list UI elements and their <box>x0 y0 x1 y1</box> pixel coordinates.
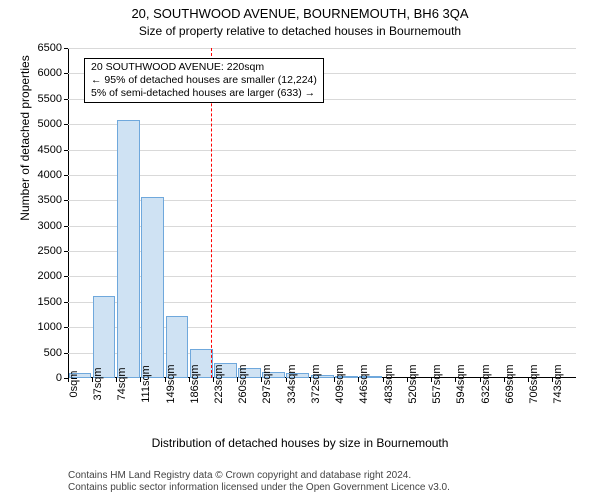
y-tick-label: 500 <box>44 347 62 359</box>
x-tick-label: 260sqm <box>237 364 249 403</box>
y-tick-label: 6000 <box>38 67 62 79</box>
x-tick-label: 37sqm <box>92 367 104 400</box>
y-gridline <box>68 48 576 49</box>
chart-title-line1: 20, SOUTHWOOD AVENUE, BOURNEMOUTH, BH6 3… <box>0 6 600 21</box>
x-tick-label: 446sqm <box>358 364 370 403</box>
x-tick-label: 557sqm <box>431 364 443 403</box>
annotation-line2: ← 95% of detached houses are smaller (12… <box>91 74 317 87</box>
x-tick-label: 743sqm <box>552 364 564 403</box>
x-tick-label: 669sqm <box>504 364 516 403</box>
x-tick-label: 409sqm <box>334 364 346 403</box>
y-tick-mark <box>64 99 68 100</box>
plot-area: 0500100015002000250030003500400045005000… <box>68 48 576 378</box>
y-axis-label: Number of detached properties <box>18 0 32 303</box>
y-tick-label: 0 <box>56 372 62 384</box>
y-tick-label: 6500 <box>38 42 62 54</box>
y-tick-mark <box>64 150 68 151</box>
x-tick-label: 111sqm <box>140 365 152 403</box>
histogram-bar <box>93 296 116 378</box>
y-tick-label: 1000 <box>38 321 62 333</box>
x-tick-label: 186sqm <box>189 364 201 403</box>
x-axis-label: Distribution of detached houses by size … <box>0 436 600 450</box>
x-tick-label: 74sqm <box>116 367 128 400</box>
x-tick-label: 520sqm <box>407 364 419 403</box>
x-tick-label: 632sqm <box>480 364 492 403</box>
y-tick-mark <box>64 200 68 201</box>
y-axis-line <box>68 48 69 378</box>
chart-title-line2: Size of property relative to detached ho… <box>0 24 600 38</box>
y-tick-mark <box>64 276 68 277</box>
y-tick-label: 3500 <box>38 194 62 206</box>
x-tick-label: 334sqm <box>286 364 298 403</box>
x-tick-label: 297sqm <box>261 364 273 403</box>
y-tick-mark <box>64 353 68 354</box>
y-tick-label: 4000 <box>38 169 62 181</box>
y-gridline <box>68 124 576 125</box>
y-tick-mark <box>64 48 68 49</box>
y-tick-label: 4500 <box>38 144 62 156</box>
y-tick-mark <box>64 327 68 328</box>
x-tick-label: 706sqm <box>528 364 540 403</box>
y-tick-mark <box>64 73 68 74</box>
annotation-line3: 5% of semi-detached houses are larger (6… <box>91 87 317 100</box>
footer-line1: Contains HM Land Registry data © Crown c… <box>68 470 450 482</box>
y-tick-mark <box>64 302 68 303</box>
y-tick-label: 5500 <box>38 93 62 105</box>
chart-container: 20, SOUTHWOOD AVENUE, BOURNEMOUTH, BH6 3… <box>0 0 600 500</box>
y-tick-mark <box>64 251 68 252</box>
y-tick-mark <box>64 124 68 125</box>
y-tick-label: 1500 <box>38 296 62 308</box>
y-gridline <box>68 150 576 151</box>
y-tick-label: 5000 <box>38 118 62 130</box>
histogram-bar <box>141 197 164 378</box>
histogram-bar <box>117 120 140 378</box>
footer-attribution: Contains HM Land Registry data © Crown c… <box>68 470 450 494</box>
y-tick-label: 2500 <box>38 245 62 257</box>
annotation-box: 20 SOUTHWOOD AVENUE: 220sqm ← 95% of det… <box>84 58 324 103</box>
annotation-line1: 20 SOUTHWOOD AVENUE: 220sqm <box>91 61 317 74</box>
y-tick-mark <box>64 226 68 227</box>
y-tick-label: 3000 <box>38 220 62 232</box>
x-tick-label: 594sqm <box>455 364 467 403</box>
y-gridline <box>68 175 576 176</box>
x-tick-label: 372sqm <box>310 364 322 403</box>
x-tick-label: 223sqm <box>213 364 225 403</box>
footer-line2: Contains public sector information licen… <box>68 482 450 494</box>
x-tick-label: 483sqm <box>383 364 395 403</box>
y-tick-label: 2000 <box>38 270 62 282</box>
x-tick-label: 0sqm <box>68 371 80 398</box>
x-tick-label: 149sqm <box>165 364 177 403</box>
y-tick-mark <box>64 175 68 176</box>
